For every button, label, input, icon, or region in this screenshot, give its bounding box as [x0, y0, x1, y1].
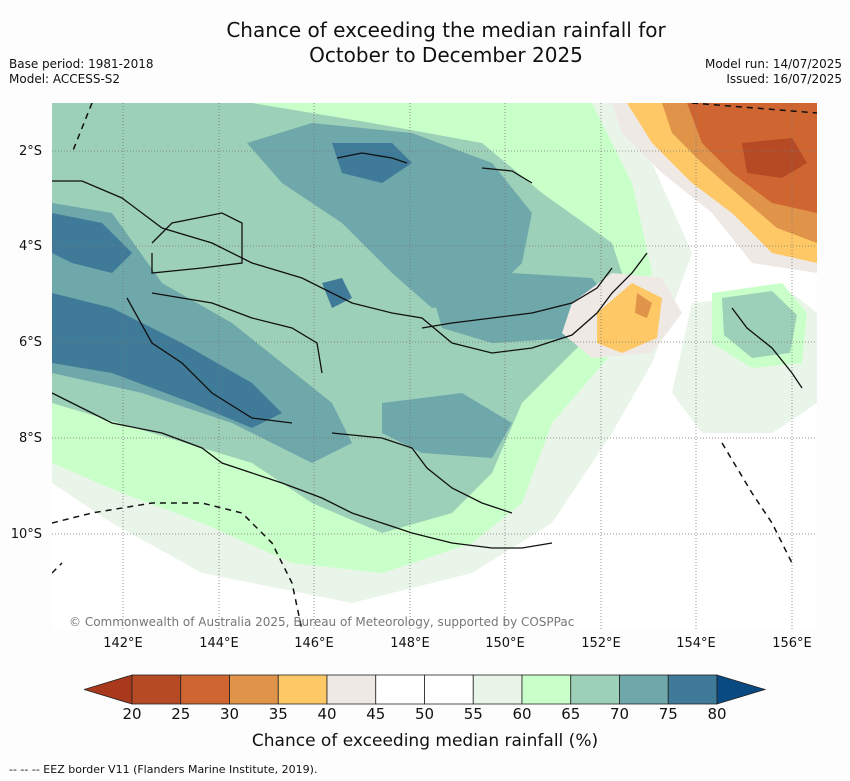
colorbar-tick: 20 [122, 705, 142, 723]
colorbar-cell [619, 674, 669, 705]
map-title: Chance of exceeding the median rainfall … [0, 18, 850, 68]
colorbar-min-arrow [84, 674, 133, 705]
model-run: Model run: 14/07/2025 [704, 57, 842, 71]
colorbar-cell [472, 674, 523, 705]
colorbar-cell [326, 674, 377, 705]
lat-label-6s: 6°S [18, 335, 42, 350]
colorbar-tick: 60 [512, 705, 532, 723]
colorbar-cell [375, 674, 425, 705]
lon-label-146e: 146°E [294, 636, 334, 651]
colorbar-cell [570, 674, 620, 705]
colorbar-tick: 70 [609, 705, 630, 723]
base-period: Base period: 1981-2018 [9, 57, 154, 71]
colorbar-tick: 65 [561, 705, 581, 723]
colorbar-max-arrow [716, 674, 767, 705]
colorbar-tick: 25 [171, 705, 191, 723]
colorbar-tick: 30 [219, 705, 240, 723]
title-line-1: Chance of exceeding the median rainfall … [226, 18, 666, 42]
lon-label-144e: 144°E [199, 636, 239, 651]
colorbar-tick: 80 [707, 705, 727, 723]
meta-left: Base period: 1981-2018 Model: ACCESS-S2 [9, 57, 154, 87]
colorbar-tick: 75 [658, 705, 678, 723]
colorbar-tick: 35 [268, 705, 288, 723]
lon-label-156e: 156°E [772, 636, 812, 651]
colorbar-tick: 45 [366, 705, 386, 723]
eez-footnote: -- -- -- EEZ border V11 (Flanders Marine… [9, 763, 318, 776]
colorbar-cell [229, 674, 279, 705]
lon-label-142e: 142°E [103, 636, 143, 651]
rainfall-map[interactable] [52, 103, 817, 630]
lat-label-2s: 2°S [18, 144, 42, 159]
colorbar-cell [131, 674, 182, 705]
colorbar-cell [424, 674, 474, 705]
colorbar-cell [180, 674, 230, 705]
title-line-2: October to December 2025 [309, 43, 583, 67]
lon-label-150e: 150°E [485, 636, 525, 651]
model-name: Model: ACCESS-S2 [9, 72, 121, 86]
colorbar-tick: 50 [414, 705, 435, 723]
meta-right: Model run: 14/07/2025 Issued: 16/07/2025 [705, 57, 842, 87]
colorbar-tick: 40 [317, 705, 337, 723]
lon-label-148e: 148°E [390, 636, 430, 651]
lat-label-4s: 4°S [18, 239, 42, 254]
lat-label-10s: 10°S [10, 527, 42, 542]
colorbar-label: Chance of exceeding median rainfall (%) [251, 731, 599, 751]
colorbar [84, 674, 767, 705]
lon-label-154e: 154°E [676, 636, 716, 651]
colorbar-cell [277, 674, 328, 705]
lon-label-152e: 152°E [581, 636, 621, 651]
colorbar-cell [521, 674, 572, 705]
issued-date: Issued: 16/07/2025 [726, 72, 842, 86]
colorbar-tick: 55 [463, 705, 483, 723]
lat-label-8s: 8°S [18, 431, 42, 446]
colorbar-cell [667, 674, 718, 705]
copyright-notice: © Commonwealth of Australia 2025, Bureau… [69, 615, 575, 629]
